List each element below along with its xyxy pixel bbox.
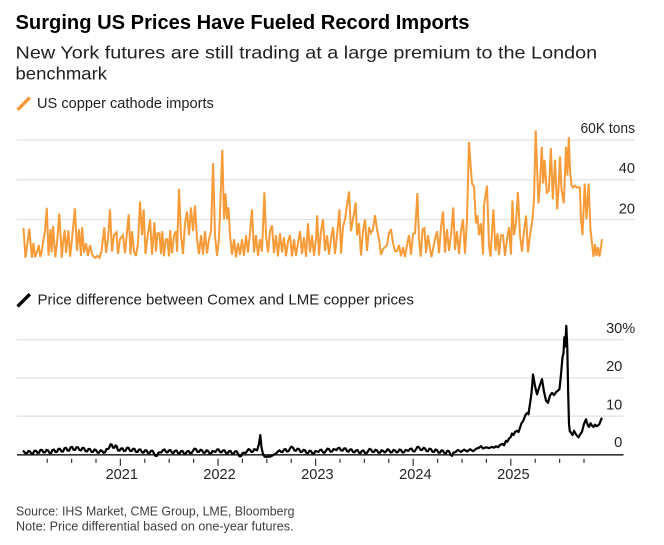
svg-text:Price difference between Comex: Price difference between Comex and LME c…: [38, 292, 414, 308]
svg-text:Source: IHS Market, CME Group,: Source: IHS Market, CME Group, LME, Bloo…: [16, 504, 295, 519]
svg-text:%: %: [622, 321, 635, 337]
svg-text:20: 20: [606, 359, 622, 375]
svg-text:2021: 2021: [106, 467, 138, 483]
svg-text:10: 10: [606, 398, 622, 414]
svg-text:30: 30: [606, 321, 622, 337]
svg-text:2025: 2025: [497, 467, 529, 483]
svg-text:2023: 2023: [301, 467, 333, 483]
svg-text:New York futures are still tra: New York futures are still trading at a …: [16, 42, 598, 62]
svg-text:Note: Price differential based: Note: Price differential based on one-ye…: [16, 519, 294, 534]
svg-text:20: 20: [619, 201, 635, 217]
svg-text:US copper cathode imports: US copper cathode imports: [37, 96, 214, 112]
svg-text:benchmark: benchmark: [16, 63, 108, 83]
svg-text:2024: 2024: [399, 467, 431, 483]
svg-text:60K tons: 60K tons: [581, 121, 636, 137]
svg-text:0: 0: [614, 435, 622, 451]
svg-text:40: 40: [619, 161, 635, 177]
svg-text:2022: 2022: [203, 467, 235, 483]
svg-text:Surging US Prices Have Fueled: Surging US Prices Have Fueled Record Imp…: [16, 12, 470, 34]
